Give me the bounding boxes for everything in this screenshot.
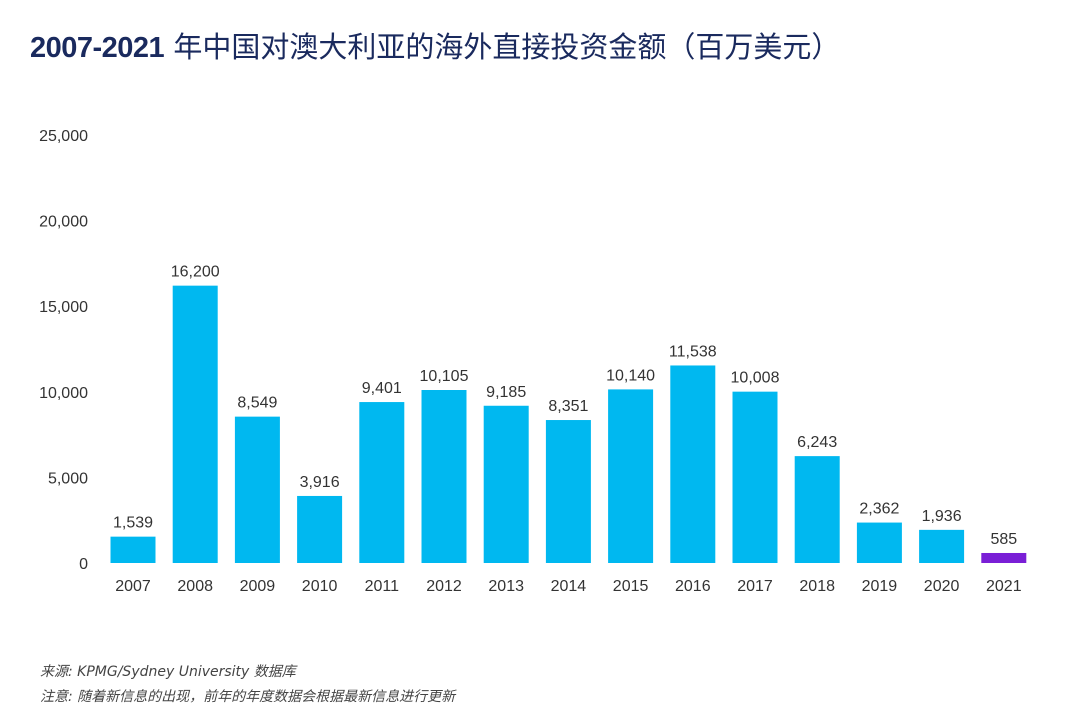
data-label-2007: 1,539 <box>113 515 153 532</box>
data-label-2013: 9,185 <box>486 384 526 401</box>
data-label-2019: 2,362 <box>859 501 899 518</box>
bar-2018 <box>794 456 840 563</box>
y-tick-label: 0 <box>79 556 88 573</box>
bar-2009 <box>234 416 280 563</box>
data-label-2009: 8,549 <box>237 395 277 412</box>
x-tick-label-2019: 2019 <box>862 578 898 595</box>
bar-2019 <box>856 522 902 563</box>
data-label-2017: 10,008 <box>731 370 780 387</box>
x-tick-label-2007: 2007 <box>115 578 151 595</box>
x-tick-label-2012: 2012 <box>426 578 462 595</box>
y-tick-label: 20,000 <box>39 214 88 231</box>
y-tick-label: 5,000 <box>48 470 88 487</box>
x-tick-label-2017: 2017 <box>737 578 773 595</box>
x-tick-label-2010: 2010 <box>302 578 338 595</box>
x-tick-label-2015: 2015 <box>613 578 649 595</box>
x-tick-label-2018: 2018 <box>799 578 835 595</box>
bar-2010 <box>297 495 343 563</box>
bar-2011 <box>359 402 405 563</box>
y-tick-label: 10,000 <box>39 385 88 402</box>
chart-title: 2007-2021 年中国对澳大利亚的海外直接投资金额（百万美元） <box>30 24 840 66</box>
chart-title-text: 年中国对澳大利亚的海外直接投资金额（百万美元） <box>173 30 841 64</box>
x-tick-label-2021: 2021 <box>986 578 1022 595</box>
data-label-2018: 6,243 <box>797 434 837 451</box>
x-tick-label-2008: 2008 <box>177 578 213 595</box>
bar-2014 <box>545 420 591 563</box>
data-label-2015: 10,140 <box>606 367 655 384</box>
bar-2012 <box>421 390 467 563</box>
source-note: 来源: KPMG/Sydney University 数据库 <box>40 664 296 680</box>
data-label-2010: 3,916 <box>300 474 340 491</box>
x-tick-label-2016: 2016 <box>675 578 711 595</box>
bars: 1,539 16,200 8,549 3,916 9,401 10,105 9,185 8,3… <box>110 264 1027 563</box>
y-tick-label: 15,000 <box>39 299 88 316</box>
chart-title-years: 2007-2021 <box>30 32 165 64</box>
x-axis: 2007 2008 2009 2010 2011 2012 2013 2014 2015 2016… <box>115 578 1021 595</box>
bar-2015 <box>608 389 654 563</box>
bar-2020 <box>919 529 965 563</box>
x-tick-label-2011: 2011 <box>365 578 400 595</box>
data-label-2014: 8,351 <box>548 398 588 415</box>
update-note: 注意: 随着新信息的出现，前年的年度数据会根据最新信息进行更新 <box>40 689 456 705</box>
data-label-2021: 585 <box>990 531 1017 548</box>
x-tick-label-2014: 2014 <box>551 578 587 595</box>
bar-2013 <box>483 405 529 563</box>
data-label-2008: 16,200 <box>171 264 220 281</box>
x-tick-label-2013: 2013 <box>488 578 524 595</box>
x-tick-label-2009: 2009 <box>240 578 276 595</box>
data-label-2011: 9,401 <box>362 380 402 397</box>
bar-2016 <box>670 365 716 563</box>
data-label-2016: 11,538 <box>669 343 717 360</box>
y-tick-label: 25,000 <box>39 128 88 145</box>
bar-2021 <box>981 552 1027 563</box>
data-label-2012: 10,105 <box>420 368 469 385</box>
y-axis: 0 5,000 10,000 15,000 20,000 25,000 <box>39 128 88 573</box>
bar-2007 <box>110 536 156 563</box>
bar-2008 <box>172 285 218 563</box>
bar-2017 <box>732 391 778 563</box>
data-label-2020: 1,936 <box>922 508 962 525</box>
x-tick-label-2020: 2020 <box>924 578 960 595</box>
